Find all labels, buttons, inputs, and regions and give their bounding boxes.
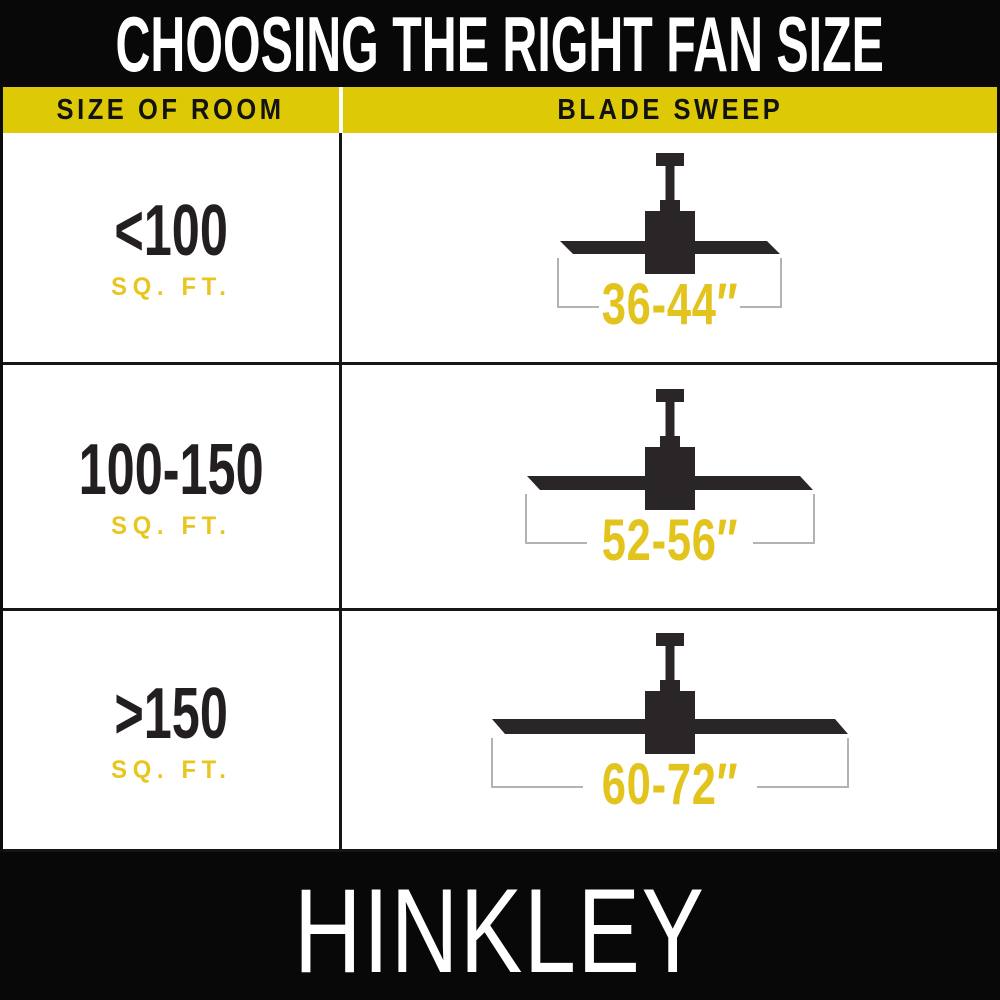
blade-sweep-cell: 36-44″ (342, 133, 997, 362)
column-divider (339, 87, 343, 133)
column-header-room: SIZE OF ROOM (3, 87, 339, 133)
room-size-unit: SQ. FT. (110, 512, 232, 540)
measure-bracket: 60-72″ (490, 738, 849, 814)
table-row: <100 SQ. FT. 36-44″ (3, 133, 997, 362)
room-size-unit: SQ. FT. (110, 273, 232, 301)
bracket-right-end (752, 494, 815, 544)
blade-sweep-label: 60-72″ (601, 752, 738, 817)
column-header-sweep-label: BLADE SWEEP (557, 93, 783, 126)
blade-sweep-label: 52-56″ (601, 508, 738, 573)
column-header-sweep: BLADE SWEEP (343, 87, 997, 133)
room-size-cell: <100 SQ. FT. (3, 133, 342, 362)
room-size-cell: 100-150 SQ. FT. (3, 365, 342, 608)
bracket-left-end (557, 258, 599, 308)
fan-size-table: SIZE OF ROOM BLADE SWEEP <100 SQ. FT. (0, 87, 1000, 852)
column-header-room-label: SIZE OF ROOM (57, 93, 285, 126)
table-row: >150 SQ. FT. 60-72″ (3, 608, 997, 852)
brand-logo: HINKLEY (294, 864, 706, 998)
ceiling-fan-icon-small (559, 153, 780, 274)
ceiling-fan-icon-medium (526, 389, 813, 510)
blade-sweep-cell: 52-56″ (342, 365, 997, 608)
brand-footer: HINKLEY (0, 852, 1000, 1000)
measure-bracket: 52-56″ (524, 494, 815, 570)
room-size-value: 100-150 (78, 430, 264, 510)
room-size-unit: SQ. FT. (110, 755, 232, 784)
column-header-row: SIZE OF ROOM BLADE SWEEP (3, 87, 997, 133)
measure-bracket: 36-44″ (557, 258, 782, 334)
ceiling-fan-icon-large (491, 633, 848, 754)
table-row: 100-150 SQ. FT. 52-56″ (3, 362, 997, 608)
room-size-value: >150 (114, 673, 228, 754)
room-size-value: <100 (114, 191, 228, 271)
blade-sweep-label: 36-44″ (601, 272, 738, 337)
bracket-right-end (756, 738, 849, 788)
bracket-left-end (490, 738, 583, 788)
blade-sweep-cell: 60-72″ (342, 611, 997, 849)
room-size-cell: >150 SQ. FT. (3, 611, 342, 849)
page-title: CHOOSING THE RIGHT FAN SIZE (115, 0, 885, 88)
top-banner: CHOOSING THE RIGHT FAN SIZE (0, 0, 1000, 87)
bracket-right-end (740, 258, 782, 308)
bracket-left-end (524, 494, 587, 544)
